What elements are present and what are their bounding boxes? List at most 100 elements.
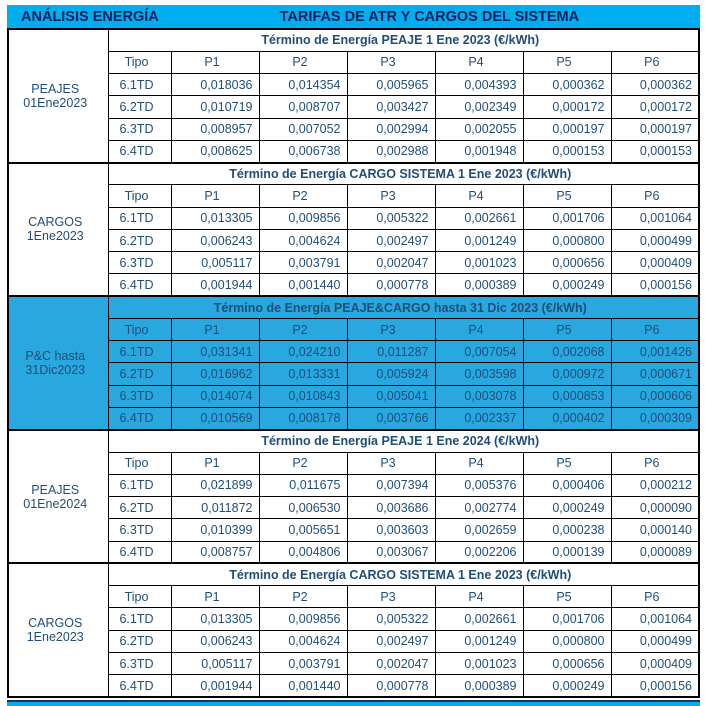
value-cell-p6[interactable]: 0,000140: [610, 518, 700, 542]
tipo-cell[interactable]: 6.3TD: [107, 117, 172, 141]
value-cell-p3[interactable]: 0,002497: [346, 629, 436, 653]
value-cell-p1[interactable]: 0,031341: [170, 340, 260, 364]
value-cell-p2[interactable]: 0,013331: [258, 362, 348, 386]
value-cell-p4[interactable]: 0,001948: [434, 139, 524, 164]
section-label[interactable]: PEAJES 01Ene2024: [7, 428, 109, 564]
value-cell-p3[interactable]: 0,002994: [346, 117, 436, 141]
value-cell-p3[interactable]: 0,002047: [346, 651, 436, 676]
value-cell-p4[interactable]: 0,002661: [434, 206, 524, 230]
value-cell-p4[interactable]: 0,000389: [434, 674, 524, 698]
value-cell-p1[interactable]: 0,008625: [170, 139, 260, 164]
value-cell-p5[interactable]: 0,001706: [522, 206, 612, 230]
value-cell-p6[interactable]: 0,000156: [610, 273, 700, 297]
tipo-cell[interactable]: 6.3TD: [107, 384, 172, 409]
value-cell-p6[interactable]: 0,000309: [610, 407, 700, 431]
value-cell-p6[interactable]: 0,000172: [610, 95, 700, 119]
value-cell-p1[interactable]: 0,005117: [170, 251, 260, 275]
value-cell-p6[interactable]: 0,000212: [610, 473, 700, 498]
column-header-p4[interactable]: P4: [434, 585, 524, 609]
section-title[interactable]: Término de Energía PEAJE 1 Ene 2024 (€/k…: [107, 428, 700, 453]
value-cell-p4[interactable]: 0,001023: [434, 251, 524, 275]
tipo-cell[interactable]: 6.2TD: [107, 362, 172, 386]
value-cell-p5[interactable]: 0,000153: [522, 139, 612, 164]
column-header-p6[interactable]: P6: [610, 317, 700, 342]
column-header-p4[interactable]: P4: [434, 317, 524, 342]
column-header-p6[interactable]: P6: [610, 184, 700, 208]
value-cell-p3[interactable]: 0,005322: [346, 206, 436, 230]
column-header-tipo[interactable]: Tipo: [107, 451, 172, 475]
column-header-tipo[interactable]: Tipo: [107, 317, 172, 342]
value-cell-p6[interactable]: 0,000089: [610, 540, 700, 564]
value-cell-p2[interactable]: 0,008178: [258, 407, 348, 431]
tipo-cell[interactable]: 6.1TD: [107, 607, 172, 631]
column-header-p1[interactable]: P1: [170, 317, 260, 342]
column-header-p3[interactable]: P3: [346, 50, 436, 75]
value-cell-p2[interactable]: 0,003791: [258, 251, 348, 275]
value-cell-p4[interactable]: 0,002337: [434, 407, 524, 431]
value-cell-p6[interactable]: 0,000090: [610, 496, 700, 520]
value-cell-p5[interactable]: 0,002068: [522, 340, 612, 364]
value-cell-p6[interactable]: 0,000499: [610, 629, 700, 653]
column-header-p3[interactable]: P3: [346, 585, 436, 609]
value-cell-p6[interactable]: 0,000362: [610, 73, 700, 97]
value-cell-p4[interactable]: 0,001249: [434, 228, 524, 253]
value-cell-p5[interactable]: 0,000249: [522, 674, 612, 698]
page-title[interactable]: TARIFAS DE ATR Y CARGOS DEL SISTEMA: [279, 8, 580, 25]
value-cell-p4[interactable]: 0,001249: [434, 629, 524, 653]
value-cell-p1[interactable]: 0,021899: [170, 473, 260, 498]
value-cell-p2[interactable]: 0,003791: [258, 651, 348, 676]
value-cell-p2[interactable]: 0,008707: [258, 95, 348, 119]
value-cell-p5[interactable]: 0,000362: [522, 73, 612, 97]
tipo-cell[interactable]: 6.4TD: [107, 407, 172, 431]
value-cell-p2[interactable]: 0,005651: [258, 518, 348, 542]
value-cell-p1[interactable]: 0,001944: [170, 674, 260, 698]
column-header-p3[interactable]: P3: [346, 317, 436, 342]
value-cell-p4[interactable]: 0,004393: [434, 73, 524, 97]
value-cell-p4[interactable]: 0,002055: [434, 117, 524, 141]
column-header-p6[interactable]: P6: [610, 585, 700, 609]
value-cell-p1[interactable]: 0,008757: [170, 540, 260, 564]
column-header-tipo[interactable]: Tipo: [107, 50, 172, 75]
value-cell-p6[interactable]: 0,000606: [610, 384, 700, 409]
column-header-p1[interactable]: P1: [170, 184, 260, 208]
value-cell-p5[interactable]: 0,000406: [522, 473, 612, 498]
column-header-p3[interactable]: P3: [346, 451, 436, 475]
value-cell-p4[interactable]: 0,005376: [434, 473, 524, 498]
tipo-cell[interactable]: 6.1TD: [107, 206, 172, 230]
tipo-cell[interactable]: 6.2TD: [107, 228, 172, 253]
value-cell-p4[interactable]: 0,002349: [434, 95, 524, 119]
value-cell-p6[interactable]: 0,000409: [610, 251, 700, 275]
value-cell-p3[interactable]: 0,002047: [346, 251, 436, 275]
value-cell-p6[interactable]: 0,000156: [610, 674, 700, 698]
value-cell-p4[interactable]: 0,000389: [434, 273, 524, 297]
value-cell-p5[interactable]: 0,000656: [522, 651, 612, 676]
value-cell-p1[interactable]: 0,013305: [170, 206, 260, 230]
value-cell-p2[interactable]: 0,010843: [258, 384, 348, 409]
section-title[interactable]: Término de Energía PEAJE 1 Ene 2023 (€/k…: [107, 27, 700, 52]
tipo-cell[interactable]: 6.4TD: [107, 139, 172, 164]
value-cell-p6[interactable]: 0,001064: [610, 607, 700, 631]
value-cell-p3[interactable]: 0,003686: [346, 496, 436, 520]
value-cell-p4[interactable]: 0,002661: [434, 607, 524, 631]
column-header-p4[interactable]: P4: [434, 451, 524, 475]
value-cell-p1[interactable]: 0,010399: [170, 518, 260, 542]
value-cell-p5[interactable]: 0,000139: [522, 540, 612, 564]
column-header-p1[interactable]: P1: [170, 585, 260, 609]
value-cell-p1[interactable]: 0,018036: [170, 73, 260, 97]
value-cell-p6[interactable]: 0,001426: [610, 340, 700, 364]
value-cell-p2[interactable]: 0,004806: [258, 540, 348, 564]
value-cell-p2[interactable]: 0,024210: [258, 340, 348, 364]
value-cell-p3[interactable]: 0,000778: [346, 674, 436, 698]
column-header-p4[interactable]: P4: [434, 50, 524, 75]
value-cell-p2[interactable]: 0,001440: [258, 674, 348, 698]
tipo-cell[interactable]: 6.1TD: [107, 340, 172, 364]
value-cell-p3[interactable]: 0,007394: [346, 473, 436, 498]
column-header-p5[interactable]: P5: [522, 585, 612, 609]
value-cell-p3[interactable]: 0,003603: [346, 518, 436, 542]
column-header-p3[interactable]: P3: [346, 184, 436, 208]
value-cell-p5[interactable]: 0,000249: [522, 496, 612, 520]
tipo-cell[interactable]: 6.3TD: [107, 518, 172, 542]
column-header-p2[interactable]: P2: [258, 184, 348, 208]
column-header-p6[interactable]: P6: [610, 50, 700, 75]
value-cell-p3[interactable]: 0,003766: [346, 407, 436, 431]
